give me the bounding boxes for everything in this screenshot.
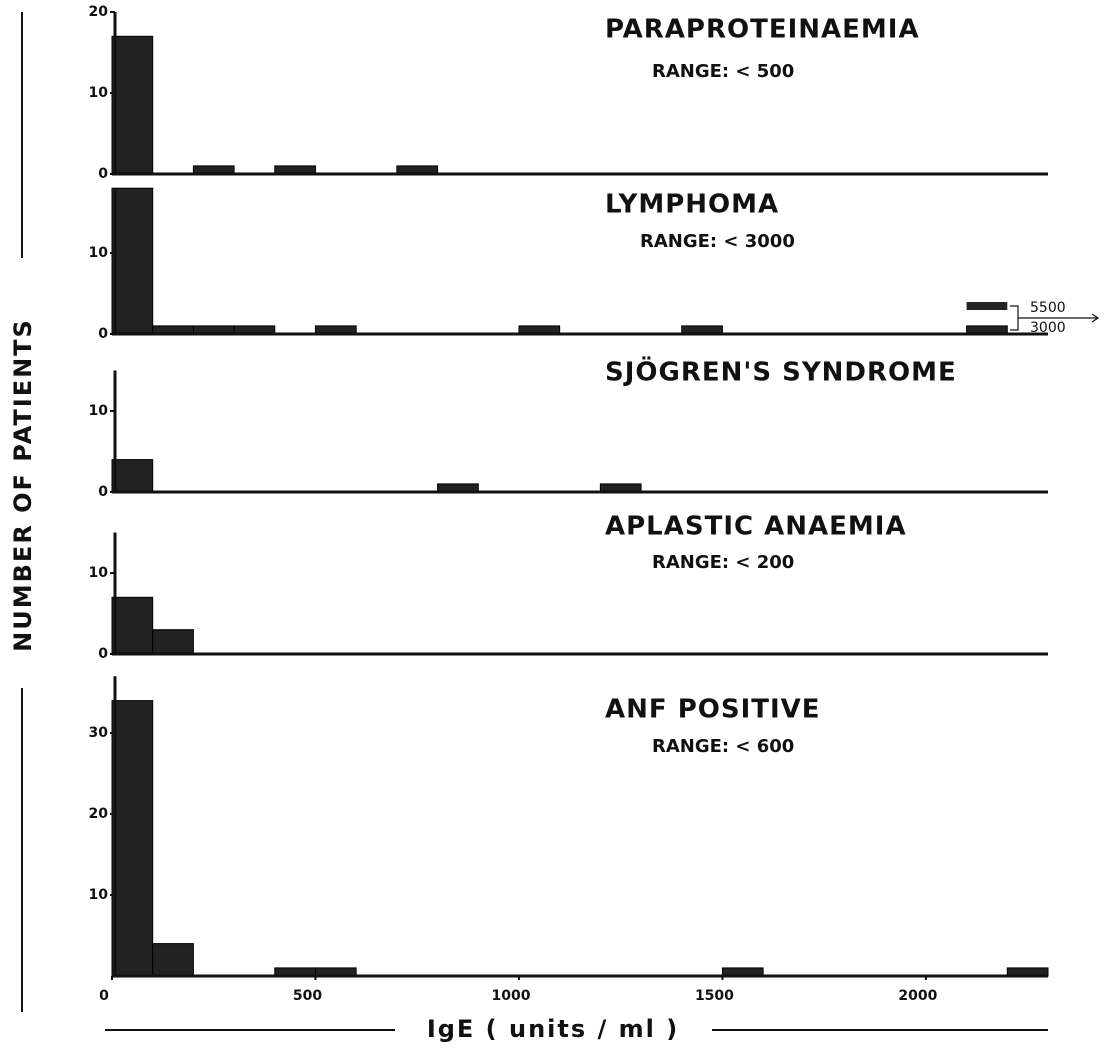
y-tick-label: 0 [98, 326, 108, 342]
bar [111, 459, 154, 493]
panel-subtitle: RANGE: < 3000 [640, 231, 795, 252]
x-tick-label: 1000 [491, 988, 530, 1004]
y-tick-label: 0 [98, 646, 108, 662]
y-tick-label: 10 [89, 565, 109, 581]
x-tick-label: 0 [99, 988, 109, 1004]
x-tick-label: 1500 [695, 988, 734, 1004]
outlier-bar [966, 302, 1008, 310]
y-tick-label: 10 [89, 245, 109, 261]
y-tick-label: 10 [89, 85, 109, 101]
y-tick-label: 20 [89, 806, 109, 822]
panel-title: PARAPROTEINAEMIA [605, 15, 920, 45]
y-tick-label: 20 [89, 4, 109, 20]
panel-subtitle: RANGE: < 200 [652, 552, 794, 573]
annotation: 3000 [1030, 320, 1066, 336]
y-axis-label: NUMBER OF PATIENTS [9, 318, 37, 652]
y-tick-label: 10 [89, 887, 109, 903]
annotation: 5500 [1030, 300, 1066, 316]
panel-subtitle: RANGE: < 500 [652, 61, 794, 82]
x-tick-label: 2000 [898, 988, 937, 1004]
bar [111, 35, 154, 175]
bar [111, 187, 154, 335]
panel-title: APLASTIC ANAEMIA [605, 512, 907, 542]
bracket [1010, 305, 1100, 331]
panel-title: SJÖGREN'S SYNDROME [605, 355, 957, 388]
bar [152, 629, 194, 655]
x-tick-label: 500 [293, 988, 322, 1004]
bar [111, 596, 154, 655]
x-axis-label: IgE ( units / ml ) [427, 1015, 679, 1043]
panel-subtitle: RANGE: < 600 [652, 736, 794, 757]
y-tick-label: 10 [89, 403, 109, 419]
y-tick-label: 30 [89, 725, 109, 741]
bar [152, 943, 194, 977]
panel-title: ANF POSITIVE [605, 695, 821, 725]
bar [111, 700, 154, 977]
y-tick-label: 0 [98, 484, 108, 500]
panel-title: LYMPHOMA [605, 190, 779, 220]
y-tick-label: 0 [98, 166, 108, 182]
